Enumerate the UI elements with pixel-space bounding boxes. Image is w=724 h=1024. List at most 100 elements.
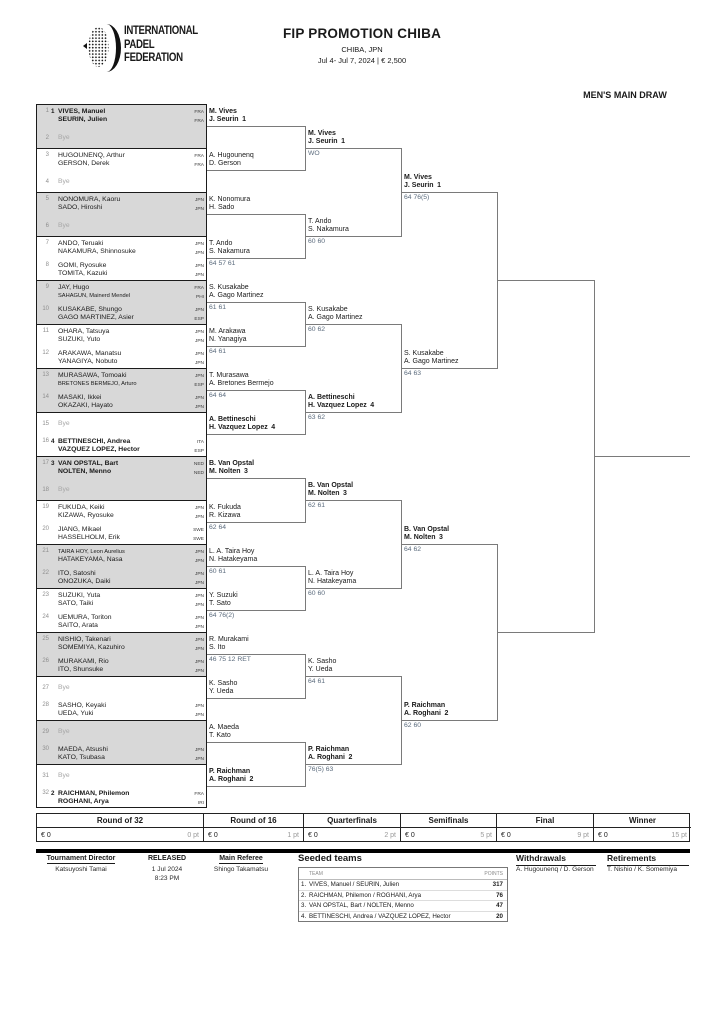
match-separator-line <box>37 456 206 457</box>
bracket-line <box>305 654 306 699</box>
seeded-col-points: POINTS <box>484 871 503 877</box>
quarterfinal-team: S. Kusakabe A. Gago Martinez <box>308 306 399 323</box>
semifinal-team: B. Van Opstal M. Nolten 3 <box>404 526 495 543</box>
entry-position-number: 22 <box>42 570 49 576</box>
draw-entry-row: 13 MURASAWA, Tomoaki BRETONES BERMEJO, Art… <box>37 369 206 391</box>
entry-player-2: YANAGIYA, Nobuto <box>58 358 118 365</box>
team-player-1: S. Kusakabe <box>308 305 348 313</box>
round16-team: T. Ando S. Nakamura <box>209 240 303 257</box>
country-code-2: JPN <box>194 206 204 212</box>
team-seed-number: 1 <box>437 182 441 190</box>
round16-team: S. Kusakabe A. Gago Martinez <box>209 284 303 301</box>
entry-player-2: NOLTEN, Menno <box>58 468 112 475</box>
team-player-2: S. Nakamura <box>308 226 349 234</box>
draw-entry-row: 18 Bye <box>37 479 206 501</box>
entry-position-number: 11 <box>42 328 49 334</box>
entry-player-1: ARAKAWA, Manatsu <box>58 349 122 357</box>
bracket-line <box>305 742 306 787</box>
round16-team: T. Murasawa A. Bretones Bermejo <box>209 372 303 389</box>
entry-team-names: FUKUDA, Keiki KIZAWA, Ryosuke <box>58 504 180 521</box>
seeded-team-row: 2. RAICHMAN, Philemon / ROGHANI, Arya 76 <box>299 891 507 901</box>
round-points: 15 pt <box>671 832 687 839</box>
team-player-1: M. Vives <box>209 107 237 115</box>
entry-player-2: SAHAGUN, Mainerd Mendel <box>58 293 131 299</box>
entry-team-names: MAEDA, Atsushi KATO, Tsubasa <box>58 746 180 763</box>
round16-score: 64 64 <box>209 392 227 399</box>
team-player-1: T. Ando <box>209 239 233 247</box>
entry-team-names: ANDO, Teruaki NAKAMURA, Shinnosuke <box>58 240 180 257</box>
round16-team: B. Van Opstal M. Nolten 3 <box>209 460 303 477</box>
match-separator-line <box>37 720 206 721</box>
round-points: 0 pt <box>187 832 199 839</box>
round-column-quarterfinals: Quarterfinals € 0 2 pt <box>304 814 401 841</box>
entry-player-2: TOMITA, Kazuki <box>58 270 108 277</box>
round16-team: M. Arakawa N. Yanagiya <box>209 328 303 345</box>
country-code-2: IRI <box>197 800 204 806</box>
entry-player-1: HUGOUNENQ, Arthur <box>58 151 125 159</box>
team-player-1: K. Fukuda <box>209 503 241 511</box>
withdrawal-item: A. Hugounenq / D. Gerson <box>516 866 594 873</box>
entry-player-2: SUZUKI, Yuto <box>58 336 101 343</box>
seeded-team-row: 3. VAN OPSTAL, Bart / NOLTEN, Menno 47 <box>299 901 507 912</box>
quarterfinal-score: 60 60 <box>308 590 326 597</box>
team-player-2: A. Roghani 2 <box>404 710 449 718</box>
country-code-2: JPN <box>194 514 204 520</box>
round-column-round-of-16: Round of 16 € 0 1 pt <box>204 814 304 841</box>
entry-player-1: SUZUKI, Yuta <box>58 591 101 599</box>
entry-position-number: 3 <box>45 152 49 158</box>
entry-team-names: TAIRA HOY, Leon Aurelius HATAKEYAMA, Nasa <box>58 548 180 565</box>
draw-entry-row: 16 4 BETTINESCHI, Andrea VAZQUEZ LOPEZ, Hec… <box>37 435 206 457</box>
draw-entry-row: 24 UEMURA, Toriton SAITO, Arata JPN JPN <box>37 611 206 633</box>
seeded-team-names: RAICHMAN, Philemon / ROGHANI, Arya <box>309 891 422 899</box>
bracket-line <box>594 280 595 633</box>
entry-position-number: 23 <box>42 592 49 598</box>
entry-player-2: SATO, Taiki <box>58 600 94 607</box>
team-player-2: A. Bretones Bermejo <box>209 380 274 388</box>
entry-player-2: SOMEMIYA, Kazuhiro <box>58 644 125 651</box>
round16-score: 61 61 <box>209 304 227 311</box>
team-seed-number: 2 <box>249 776 254 784</box>
round16-team: R. Murakami S. Ito <box>209 636 303 653</box>
entry-team-names: MASAKI, Ikkei OKAZAKI, Hayato <box>58 394 180 411</box>
seeded-col-team: TEAM <box>309 871 323 877</box>
team-player-1: B. Van Opstal <box>404 525 450 533</box>
entry-country-codes: JPN JPN <box>184 703 204 720</box>
round-prize: € 0 <box>598 832 608 839</box>
draw-entry-row: 22 ITO, Satoshi ONOZUKA, Daiki JPN JPN <box>37 567 206 589</box>
entry-team-names: VIVES, Manuel SEURIN, Julien <box>58 108 180 125</box>
team-seed-number: 2 <box>444 710 449 718</box>
entry-team-names: NISHIO, Takenari SOMEMIYA, Kazuhiro <box>58 636 180 653</box>
bracket-line <box>305 764 401 765</box>
team-player-2: J. Seurin 1 <box>209 116 246 124</box>
team-player-1: B. Van Opstal <box>209 459 255 467</box>
round16-team: K. Nonomura H. Sado <box>209 196 303 213</box>
team-player-1: M. Vives <box>308 129 336 137</box>
country-code-1: JPN <box>194 616 204 621</box>
entry-position-number: 31 <box>42 772 49 779</box>
round16-score: 64 57 61 <box>209 260 236 267</box>
entry-position-number: 28 <box>42 702 49 708</box>
team-player-1: S. Kusakabe <box>209 283 249 291</box>
bracket-line <box>497 280 594 281</box>
seeded-team-names: VIVES, Manuel / SEURIN, Julien <box>309 881 400 888</box>
bracket-line <box>305 214 306 259</box>
entry-player-2: ITO, Shunsuke <box>58 666 104 673</box>
bracket-line <box>401 676 402 765</box>
seeded-team-points: 20 <box>496 912 503 920</box>
team-player-2: A. Roghani 2 <box>209 776 254 784</box>
team-player-1: A. Bettineschi <box>308 393 355 401</box>
match-separator-line <box>37 236 206 237</box>
match-separator-line <box>37 192 206 193</box>
entry-seed-number: 2 <box>51 790 55 797</box>
round-column-winner: Winner € 0 15 pt <box>594 814 691 841</box>
draw-entry-row: 14 MASAKI, Ikkei OKAZAKI, Hayato JPN JPN <box>37 391 206 413</box>
entry-player-1: VAN OPSTAL, Bart <box>58 459 119 467</box>
bracket-line <box>305 148 401 149</box>
draw-entry-row: 21 TAIRA HOY, Leon Aurelius HATAKEYAMA, Na… <box>37 545 206 567</box>
entry-position-number: 12 <box>42 350 49 356</box>
entry-position-number: 13 <box>42 372 49 378</box>
bracket-line <box>401 500 402 589</box>
round-column-final: Final € 0 9 pt <box>497 814 594 841</box>
country-code-2: ESP <box>194 316 204 322</box>
entry-country-codes: FRA FRA <box>184 109 204 126</box>
